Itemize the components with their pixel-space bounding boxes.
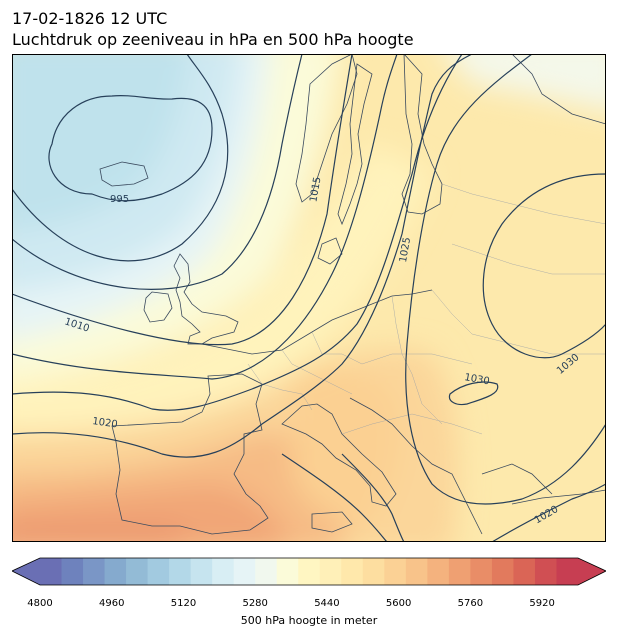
isobar-label: 1020: [92, 416, 119, 430]
colorbar-cell: [491, 558, 514, 585]
colorbar-cell: [556, 558, 579, 585]
geopotential-height-field: [12, 54, 606, 542]
colorbar-label: 500 hPa hoogte in meter: [240, 614, 378, 627]
colorbar-cell: [427, 558, 450, 585]
colorbar-cell: [448, 558, 471, 585]
colorbar-tick-label: 4800: [27, 598, 53, 609]
colorbar-cell: [212, 558, 235, 585]
colorbar-cell: [298, 558, 321, 585]
colorbar-cell: [405, 558, 428, 585]
isobar-label: 1030: [463, 372, 490, 387]
colorbar-extend-high: [578, 558, 606, 585]
weather-map: 995 1010 1015 1020 1025 1030 1030 1020: [12, 54, 606, 542]
map-title: Luchtdruk op zeeniveau in hPa en 500 hPa…: [12, 30, 414, 49]
colorbar-cell: [190, 558, 213, 585]
colorbar-cell: [126, 558, 149, 585]
colorbar-cell: [384, 558, 407, 585]
colorbar-cell: [513, 558, 536, 585]
colorbar-cell: [341, 558, 364, 585]
colorbar-tick-label: 4960: [98, 598, 125, 609]
colorbar-cells: [40, 558, 579, 585]
colorbar: [12, 557, 606, 586]
colorbar-cell: [61, 558, 84, 585]
colorbar-cell: [40, 558, 63, 585]
colorbar-cell: [276, 558, 299, 585]
coastlines: [99, 54, 606, 535]
country-borders: [247, 183, 606, 435]
colorbar-cell: [147, 558, 170, 585]
colorbar-cell: [534, 558, 557, 585]
colorbar-extend-low: [12, 558, 40, 585]
isobar-label: 1015: [308, 176, 323, 203]
colorbar-cell: [169, 558, 192, 585]
colorbar-cell: [362, 558, 385, 585]
colorbar-cell: [470, 558, 493, 585]
colorbar-cell: [255, 558, 278, 585]
isobar-label: 995: [110, 194, 129, 205]
colorbar-cell: [319, 558, 342, 585]
colorbar-cell: [104, 558, 127, 585]
isobars: [12, 54, 606, 542]
colorbar-tick-label: 5280: [242, 598, 268, 609]
colorbar-tick-label: 5440: [314, 598, 340, 609]
map-datetime: 17-02-1826 12 UTC: [12, 9, 168, 28]
map-frame: [12, 54, 606, 542]
colorbar-tick-label: 5920: [529, 598, 555, 609]
colorbar-tick-label: 5120: [170, 598, 197, 609]
colorbar-tick-label: 5600: [385, 598, 412, 609]
colorbar-outline: [12, 557, 606, 586]
colorbar-cell: [83, 558, 106, 585]
isobar-label: 1025: [398, 236, 413, 263]
colorbar-tick-label: 5760: [457, 598, 484, 609]
colorbar-cell: [233, 558, 256, 585]
